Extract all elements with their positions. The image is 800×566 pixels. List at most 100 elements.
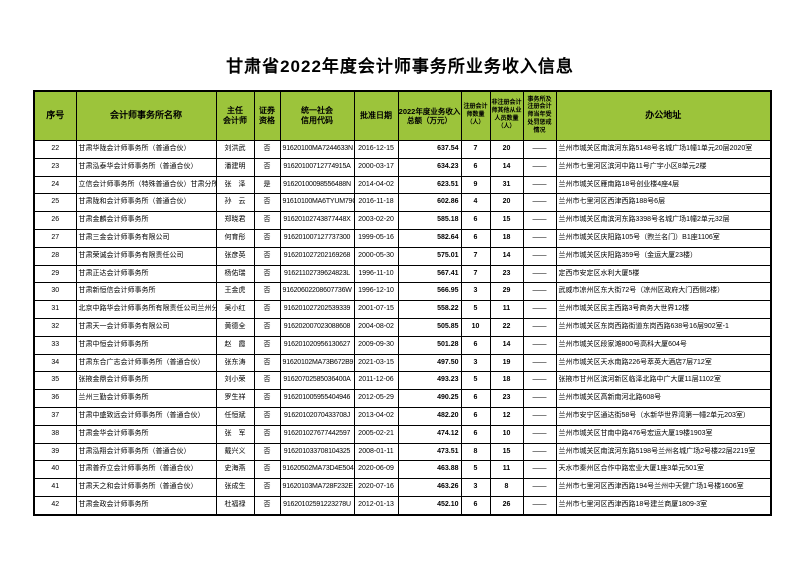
cell-office-address: 兰州市城关区南滨河东路5148号名城广场1幢1单元20层2020室 [555,140,772,159]
table-row: 38 甘肃金华会计师事务所 张 军 否 916201027677442597 2… [33,424,772,444]
cell-firm-name: 甘肃普乔立会计师事务所（普通合伙） [75,460,217,480]
cell-punishment: —— [522,193,557,213]
cell-punishment: —— [522,211,557,230]
cell-firm-name: 甘肃荣诚会计师事务有限责任公司 [75,246,217,266]
cell-approval-date: 2000-03-17 [353,157,399,177]
cell-office-address: 兰州市城关区段家滩800号高科大厦604号 [555,335,772,355]
cell-credit-code: 916202007023088608 [279,317,355,337]
cell-seq: 22 [33,140,77,159]
cell-cpa-count: 6 [460,335,491,355]
cell-seq: 27 [33,228,77,248]
cell-office-address: 兰州市城关区东岗西路街道东岗西路638号16层902室-1 [555,317,772,337]
cell-approval-date: 2013-04-02 [353,406,399,426]
cell-firm-name: 甘肃中恒会计师事务所 [75,335,217,355]
cell-securities: 否 [253,211,281,230]
cell-cpa-count: 5 [460,460,491,480]
cell-other-staff: 29 [489,282,524,302]
cell-seq: 39 [33,442,77,462]
cell-credit-code: 916201033708104325 [279,442,355,462]
table-row: 34 甘肃东合广志会计师事务所（普通合伙） 张东涛 否 91620102MA73… [33,353,772,373]
cell-office-address: 定西市安定区水利大厦5楼 [555,264,772,284]
cell-revenue: 490.25 [397,389,462,408]
table-row: 40 甘肃普乔立会计师事务所（普通合伙） 史海燕 否 91620502MA73D… [33,460,772,480]
cell-firm-name: 甘肃金麟会计师事务所 [75,211,217,230]
cell-chief-accountant: 郑晓君 [215,211,255,230]
col-header-chief-accountant: 主任 会计师 [215,90,255,141]
cell-chief-accountant: 何育彤 [215,228,255,248]
cell-punishment: —— [522,406,557,426]
cell-cpa-count: 5 [460,371,491,391]
table-row: 42 甘肃金政会计师事务所 杜福禄 否 91620102591223278U 2… [33,495,772,516]
cell-seq: 32 [33,317,77,337]
cell-revenue: 634.23 [397,157,462,177]
cell-seq: 38 [33,424,77,444]
cell-cpa-count: 3 [460,282,491,302]
cell-chief-accountant: 潘建明 [215,157,255,177]
cell-office-address: 兰州市城关区南滨河东路3398号名城广场1幢2单元32层 [555,211,772,230]
cell-securities: 否 [253,140,281,159]
cell-securities: 否 [253,228,281,248]
cell-securities: 否 [253,246,281,266]
cell-chief-accountant: 赵 霞 [215,335,255,355]
cell-credit-code: 91620102070433708J [279,406,355,426]
table-row: 29 甘肃正达会计师事务所 杨佑瑞 否 91621102739624823L 1… [33,264,772,284]
cell-credit-code: 91620102MA73B672B9 [279,353,355,373]
cell-other-staff: 14 [489,335,524,355]
cell-chief-accountant: 史海燕 [215,460,255,480]
cell-firm-name: 甘肃东合广志会计师事务所（普通合伙） [75,353,217,373]
cell-cpa-count: 6 [460,157,491,177]
cell-other-staff: 19 [489,353,524,373]
cell-firm-name: 甘肃陇和会计师事务所（普通合伙） [75,193,217,213]
cell-seq: 24 [33,175,77,195]
cell-seq: 34 [33,353,77,373]
cell-revenue: 582.64 [397,228,462,248]
table-row: 33 甘肃中恒会计师事务所 赵 霞 否 916201020956130627 2… [33,335,772,355]
cell-revenue: 623.51 [397,175,462,195]
cell-credit-code: 91620702585036400A [279,371,355,391]
business-income-table: 序号 会计师事务所名称 主任 会计师 证券 资格 统一社会 信用代码 批准日期 … [33,90,772,516]
cell-credit-code: 916201027202169268 [279,246,355,266]
cell-securities: 否 [253,478,281,497]
cell-approval-date: 1996-11-10 [353,264,399,284]
cell-seq: 26 [33,211,77,230]
cell-office-address: 天水市秦州区合作中路宏业大厦1座3单元501室 [555,460,772,480]
table-row: 30 甘肃新恒信会计师事务所 王金虎 否 91620602208607736W … [33,282,772,302]
cell-credit-code: 91610100MA6TYUM79C [279,193,355,213]
cell-other-staff: 8 [489,478,524,497]
table-body: 22 甘肃华陇会计师事务所（普通合伙） 刘洪武 否 91620100MA7244… [33,140,772,516]
cell-office-address: 兰州市城关区高新南河北路608号 [555,389,772,408]
cell-office-address: 兰州市七里河区西津西路188号6层 [555,193,772,213]
cell-credit-code: 91620602208607736W [279,282,355,302]
cell-securities: 否 [253,406,281,426]
cell-chief-accountant: 罗生祥 [215,389,255,408]
cell-cpa-count: 9 [460,175,491,195]
cell-punishment: —— [522,371,557,391]
cell-firm-name: 兰州三勤会计师事务所 [75,389,217,408]
cell-punishment: —— [522,478,557,497]
cell-other-staff: 15 [489,211,524,230]
cell-approval-date: 2005-02-21 [353,424,399,444]
cell-punishment: —— [522,460,557,480]
cell-revenue: 452.10 [397,495,462,516]
cell-revenue: 501.28 [397,335,462,355]
cell-credit-code: 91620502MA73D4E504 [279,460,355,480]
cell-firm-name: 甘肃新恒信会计师事务所 [75,282,217,302]
cell-cpa-count: 7 [460,264,491,284]
cell-office-address: 兰州市城关区雁南路18号创业楼4座4层 [555,175,772,195]
col-header-approval-date: 批准日期 [353,90,399,141]
cell-approval-date: 2001-07-15 [353,300,399,319]
cell-revenue: 493.23 [397,371,462,391]
cell-cpa-count: 3 [460,478,491,497]
cell-cpa-count: 7 [460,140,491,159]
cell-chief-accountant: 吴小红 [215,300,255,319]
cell-seq: 33 [33,335,77,355]
cell-punishment: —— [522,157,557,177]
cell-firm-name: 甘肃金华会计师事务所 [75,424,217,444]
cell-other-staff: 11 [489,300,524,319]
cell-approval-date: 2011-12-06 [353,371,399,391]
cell-seq: 36 [33,389,77,408]
cell-chief-accountant: 张 泽 [215,175,255,195]
cell-firm-name: 甘肃中盛致远会计师事务所（普通合伙） [75,406,217,426]
cell-approval-date: 2016-12-15 [353,140,399,159]
cell-office-address: 兰州市七里河区西津西路194号兰州中天健广场1号楼1606室 [555,478,772,497]
